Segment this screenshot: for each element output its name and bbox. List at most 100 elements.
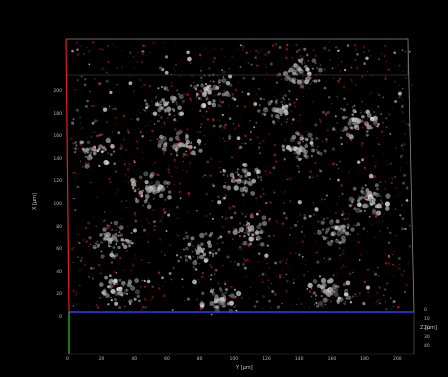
signal-speck — [152, 41, 155, 44]
signal-speck — [134, 198, 137, 201]
signal-speck — [150, 100, 154, 104]
signal-speck — [161, 68, 165, 72]
signal-speck — [336, 301, 340, 305]
signal-speck — [270, 282, 273, 285]
signal-speck — [398, 64, 401, 67]
signal-speck — [334, 286, 336, 288]
signal-speck — [351, 198, 355, 202]
signal-speck — [240, 211, 242, 214]
signal-speck — [95, 195, 97, 196]
signal-speck — [128, 300, 132, 304]
signal-speck — [116, 287, 121, 291]
signal-speck — [248, 184, 250, 186]
signal-speck — [106, 238, 110, 241]
signal-speck — [325, 228, 330, 232]
signal-speck — [299, 298, 301, 299]
signal-speck — [256, 64, 259, 67]
signal-speck — [400, 166, 402, 168]
signal-speck — [167, 89, 169, 92]
signal-speck — [357, 233, 359, 236]
signal-speck — [273, 191, 276, 194]
signal-speck — [268, 267, 271, 270]
signal-speck — [114, 117, 117, 120]
signal-speck — [111, 228, 114, 231]
signal-speck — [170, 84, 174, 88]
signal-speck — [393, 175, 397, 179]
signal-speck — [402, 121, 404, 123]
signal-speck — [228, 137, 231, 140]
signal-speck — [144, 193, 150, 199]
signal-speck — [255, 196, 258, 200]
signal-speck — [340, 213, 344, 217]
signal-speck — [257, 175, 260, 178]
signal-speck — [88, 236, 92, 240]
signal-speck — [143, 171, 149, 177]
signal-speck — [77, 256, 79, 258]
y-tick-label: 60 — [164, 357, 170, 362]
signal-speck — [264, 258, 266, 260]
signal-speck — [107, 152, 110, 154]
signal-speck — [137, 295, 140, 298]
signal-speck — [76, 78, 79, 82]
signal-speck — [230, 271, 232, 273]
signal-speck — [90, 156, 93, 159]
signal-speck — [349, 126, 353, 129]
signal-speck — [218, 82, 220, 84]
signal-speck — [362, 115, 366, 118]
signal-speck — [394, 80, 397, 83]
z-axis-title: Z [µm] — [420, 325, 437, 331]
signal-speck — [300, 303, 303, 305]
signal-speck — [99, 170, 101, 172]
signal-speck — [315, 136, 319, 140]
signal-speck — [239, 134, 241, 136]
signal-speck — [138, 175, 143, 179]
signal-speck — [134, 278, 140, 284]
signal-speck — [163, 125, 165, 127]
signal-speck — [259, 152, 262, 155]
signal-speck — [362, 257, 364, 259]
signal-speck — [171, 262, 173, 263]
signal-speck — [203, 116, 204, 118]
signal-speck — [185, 170, 189, 173]
signal-speck — [202, 252, 206, 257]
signal-speck — [132, 103, 135, 105]
signal-speck — [259, 97, 263, 101]
signal-speck — [393, 275, 395, 277]
signal-speck — [99, 47, 102, 50]
signal-speck — [373, 118, 378, 123]
signal-speck — [104, 219, 107, 222]
signal-speck — [264, 253, 269, 258]
signal-speck — [344, 301, 346, 303]
signal-speck — [190, 236, 195, 241]
signal-speck — [162, 143, 168, 148]
signal-speck — [101, 67, 104, 70]
signal-speck — [88, 157, 90, 159]
signal-speck — [392, 305, 395, 308]
signal-speck — [212, 80, 215, 83]
signal-speck — [99, 147, 103, 150]
signal-speck — [171, 107, 174, 110]
signal-speck — [76, 48, 79, 51]
signal-speck — [241, 127, 243, 129]
signal-speck — [210, 231, 214, 235]
signal-speck — [221, 264, 224, 267]
signal-speck — [365, 285, 371, 290]
signal-speck — [316, 230, 322, 235]
signal-speck — [211, 217, 214, 220]
signal-speck — [260, 237, 263, 240]
signal-speck — [300, 49, 302, 52]
signal-speck — [219, 171, 222, 173]
signal-speck — [348, 90, 350, 92]
signal-speck — [399, 169, 401, 171]
signal-speck — [93, 246, 96, 249]
signal-speck — [295, 155, 300, 159]
signal-speck — [372, 201, 376, 205]
signal-speck — [272, 234, 275, 237]
signal-speck — [103, 211, 106, 213]
signal-speck — [324, 198, 326, 201]
signal-speck — [401, 154, 404, 157]
signal-speck — [167, 213, 171, 217]
signal-speck — [316, 145, 320, 149]
signal-speck — [241, 212, 244, 215]
